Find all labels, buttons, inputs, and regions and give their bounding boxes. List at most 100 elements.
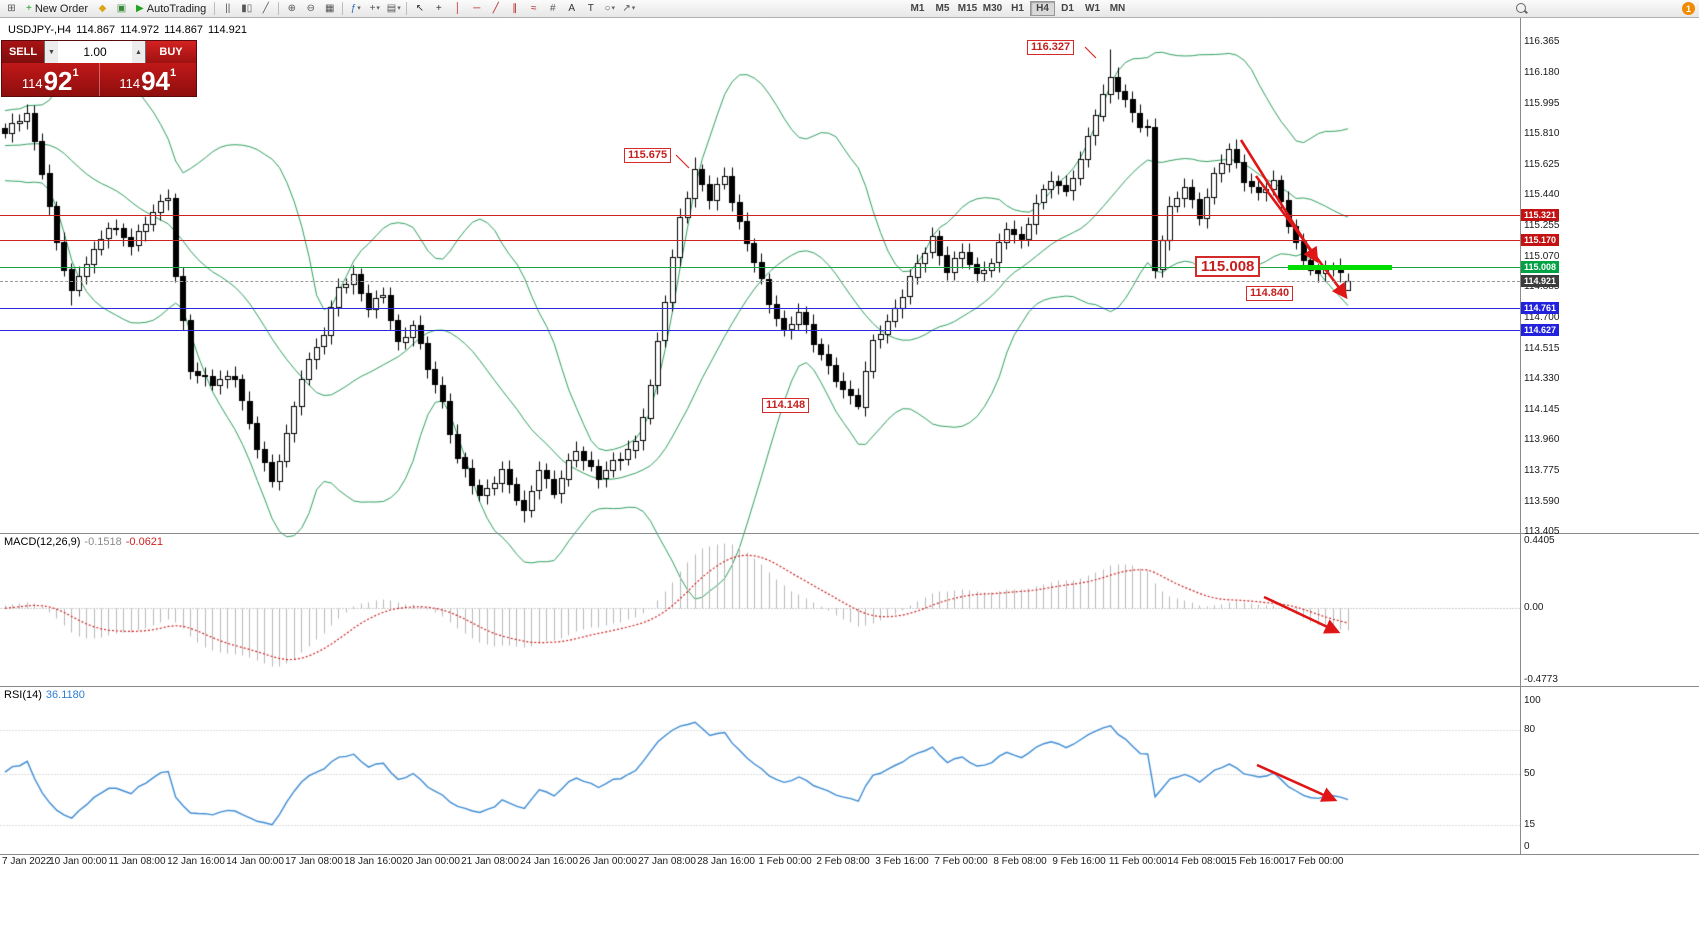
metaeditor-button[interactable]: ◆ <box>93 1 112 17</box>
price-callout[interactable]: 114.840 <box>1246 286 1294 301</box>
indicators-icon: ƒ <box>350 2 357 14</box>
time-axis-label: 28 Jan 16:00 <box>697 856 755 867</box>
indicators-menu-button[interactable]: ƒ ▾ <box>346 1 365 17</box>
price-callout[interactable]: 115.675 <box>624 148 672 163</box>
candlestick-chart-button[interactable]: ▮▯ <box>237 1 256 17</box>
price-callout[interactable]: 116.327 <box>1027 40 1075 55</box>
cursor-tool-button[interactable]: ↖ <box>410 1 429 17</box>
rsi-label: RSI(14) 36.1180 <box>4 689 89 701</box>
market-watch-button[interactable]: ▣ <box>112 1 131 17</box>
chevron-down-icon: ▾ <box>357 4 361 12</box>
bid-price[interactable]: 114 92 1 <box>2 63 99 96</box>
time-axis-label: 1 Feb 00:00 <box>758 856 812 867</box>
market-watch-icon: ▣ <box>116 2 127 14</box>
horizontal-line-115.321[interactable] <box>0 215 1520 216</box>
time-axis-label: 17 Jan 08:00 <box>285 856 343 867</box>
lot-decrease-button[interactable]: ▼ <box>45 41 58 63</box>
buy-button[interactable]: BUY <box>146 41 196 63</box>
arrow-tool-icon: ↗ <box>622 2 631 14</box>
panel-separator[interactable] <box>0 686 1699 687</box>
trade-panel-controls: SELL ▼ ▲ BUY <box>2 41 196 63</box>
timeframe-button-M30[interactable]: M30 <box>982 3 1003 14</box>
crosshair-tool-button[interactable]: + <box>429 1 448 17</box>
arrows-menu-button[interactable]: ↗ ▾ <box>619 1 638 17</box>
rsi-axis-label: 100 <box>1524 695 1541 706</box>
support-highlight-segment[interactable] <box>1288 265 1392 270</box>
lot-increase-button[interactable]: ▲ <box>132 41 145 63</box>
ask-price[interactable]: 114 94 1 <box>98 63 197 96</box>
bar-open: 114.867 <box>76 24 116 36</box>
horizontal-line-tool-button[interactable]: ─ <box>467 1 486 17</box>
shapes-menu-button[interactable]: ○ ▾ <box>600 1 619 17</box>
price-axis-label: 115.070 <box>1524 250 1560 262</box>
time-axis-label: 26 Jan 00:00 <box>579 856 637 867</box>
templates-icon: ▤ <box>386 2 397 14</box>
time-axis-label: 12 Jan 16:00 <box>167 856 225 867</box>
ohlc-bars-icon: || <box>225 2 231 14</box>
timeframe-button-D1[interactable]: D1 <box>1061 3 1074 14</box>
label-tool-button[interactable]: T <box>581 1 600 17</box>
rsi-axis-label: 15 <box>1524 819 1536 831</box>
trendline-tool-button[interactable]: ╱ <box>486 1 505 17</box>
timeframe-button-M15[interactable]: M15 <box>957 3 978 14</box>
price-callout[interactable]: 114.148 <box>762 398 810 413</box>
add-object-menu-button[interactable]: + ▾ <box>365 1 384 17</box>
timeframe-button-M5[interactable]: M5 <box>935 3 950 14</box>
chevron-down-icon: ▾ <box>397 4 401 12</box>
grid-icon: # <box>549 2 556 14</box>
timeframe-button-M1[interactable]: M1 <box>910 3 925 14</box>
autotrading-button[interactable]: ▶ AutoTrading <box>131 1 211 17</box>
horizontal-line-114.761[interactable] <box>0 308 1520 309</box>
sell-button[interactable]: SELL <box>2 41 44 63</box>
panel-separator[interactable] <box>0 533 1699 534</box>
line-chart-button[interactable]: ╱ <box>256 1 275 17</box>
grid-tool-button[interactable]: # <box>543 1 562 17</box>
horizontal-line-115.17[interactable] <box>0 240 1520 241</box>
rsi-axis-label: 0 <box>1524 841 1530 852</box>
lot-input[interactable] <box>58 41 132 63</box>
notification-badge[interactable]: 1 <box>1682 2 1695 15</box>
macd-axis-label: 0.00 <box>1524 601 1544 613</box>
rsi-value: 36.1180 <box>45 689 85 701</box>
text-tool-button[interactable]: A <box>562 1 581 17</box>
time-axis-label: 8 Feb 08:00 <box>993 856 1047 867</box>
zoom-out-button[interactable]: ⊖ <box>301 1 320 17</box>
bar-low: 114.867 <box>164 24 204 36</box>
time-axis-label: 20 Jan 00:00 <box>402 856 460 867</box>
price-callout[interactable]: 115.008 <box>1195 256 1261 277</box>
bar-chart-button[interactable]: || <box>218 1 237 17</box>
timeframe-button-W1[interactable]: W1 <box>1085 3 1100 14</box>
fibonacci-tool-button[interactable]: ≈ <box>524 1 543 17</box>
bid-sup: 1 <box>72 67 79 79</box>
price-axis-label: 116.365 <box>1524 36 1560 48</box>
zoom-in-button[interactable]: ⊕ <box>282 1 301 17</box>
search-icon[interactable] <box>1516 3 1528 15</box>
macd-name: MACD(12,26,9) <box>4 536 81 548</box>
cursor-icon: ↖ <box>415 2 424 14</box>
timeframe-button-H1[interactable]: H1 <box>1011 3 1024 14</box>
autotrading-button-label: AutoTrading <box>146 2 207 15</box>
vertical-line-tool-button[interactable]: │ <box>448 1 467 17</box>
chart-window-button[interactable]: ⊞ <box>2 1 21 17</box>
price-axis-label: 116.180 <box>1524 66 1560 78</box>
price-chart-canvas[interactable] <box>0 18 1520 854</box>
price-axis-label: 115.995 <box>1524 97 1560 109</box>
bar-high: 114.972 <box>120 24 160 36</box>
tile-windows-icon: ▦ <box>325 2 335 14</box>
channel-tool-button[interactable]: ∥ <box>505 1 524 17</box>
price-axis-label: 114.515 <box>1524 342 1560 354</box>
horizontal-line-115.008[interactable] <box>0 267 1520 268</box>
vertical-line-icon: │ <box>454 2 461 14</box>
new-order-button[interactable]: + New Order <box>21 1 93 17</box>
horizontal-line-114.627[interactable] <box>0 330 1520 331</box>
candlestick-icon: ▮▯ <box>241 2 253 14</box>
timeframe-button-H4[interactable]: H4 <box>1030 1 1055 16</box>
price-axis-tag: 114.761 <box>1521 301 1559 314</box>
price-axis-tag: 115.170 <box>1521 234 1559 247</box>
timeframe-button-MN[interactable]: MN <box>1109 3 1126 14</box>
toolbar-separator <box>342 2 344 15</box>
horizontal-line-114.921[interactable] <box>0 281 1520 282</box>
macd-main-value: -0.1518 <box>84 536 122 548</box>
templates-menu-button[interactable]: ▤ ▾ <box>384 1 403 17</box>
tile-windows-button[interactable]: ▦ <box>320 1 339 17</box>
